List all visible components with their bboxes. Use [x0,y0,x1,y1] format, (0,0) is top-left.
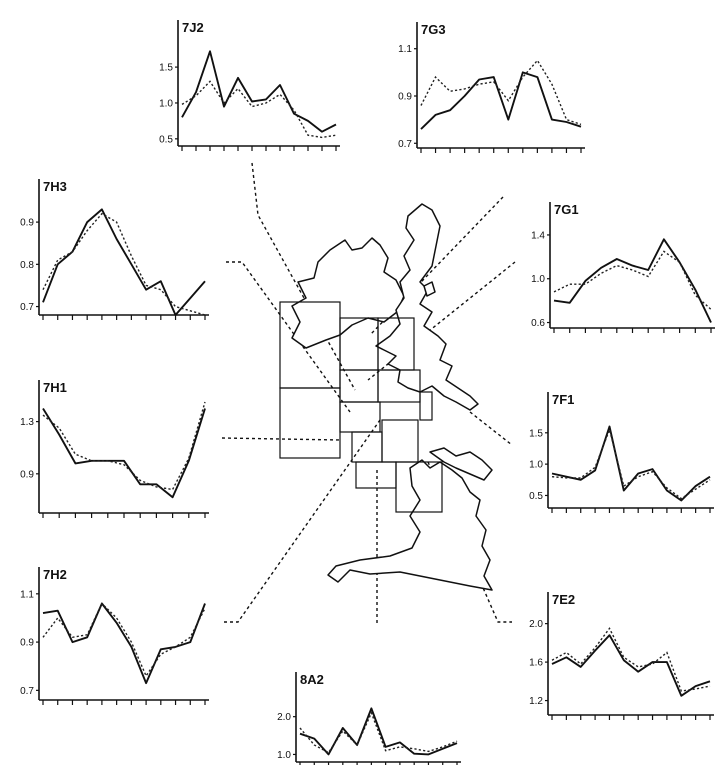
leader-7E2 [427,461,512,623]
series-dotted-line [42,212,206,316]
leader-7H2 [224,419,381,623]
series-solid-line [181,50,337,133]
brittany-coastline [429,447,493,481]
y-tick-label: 0.7 [20,302,34,313]
chart-title: 8A2 [300,672,324,687]
y-tick-label: 1.5 [529,428,543,439]
y-tick-label: 2.0 [277,712,291,723]
series-solid-line [42,407,206,499]
series-dotted-line [181,80,337,139]
y-tick-label: 0.9 [20,218,34,229]
y-tick-label: 0.7 [398,139,412,150]
series-solid-line [551,425,711,502]
ices-rectangles [279,301,443,513]
y-tick-label: 1.0 [529,460,543,471]
y-tick-label: 1.2 [529,696,543,707]
series-dotted-line [551,627,711,692]
series-dotted-line [553,250,712,310]
series-solid-line [299,707,458,756]
leader-7H1 [221,437,341,441]
y-tick-label: 0.9 [398,92,412,103]
series-solid-line [42,208,206,316]
y-tick-label: 1.0 [531,274,545,285]
series-solid-line [420,71,582,130]
series-dotted-line [299,711,458,754]
france-coastline [327,459,493,591]
y-tick-label: 0.5 [529,491,543,502]
chart-title: 7H3 [43,179,67,194]
series-solid-line [551,634,711,697]
leader-7G3 [369,196,504,336]
series-dotted-line [420,59,582,126]
y-tick-label: 1.5 [159,63,173,74]
y-tick-label: 0.6 [531,318,545,329]
y-tick-label: 1.6 [529,658,543,669]
chart-title: 7H2 [43,567,67,582]
y-tick-label: 0.8 [20,260,34,271]
chart-7H2: 7H2 1.1 0.9 0.7 [20,567,209,705]
y-tick-label: 1.0 [159,98,173,109]
isle-of-man [423,281,436,297]
ireland-coastline [291,237,405,349]
y-tick-label: 1.0 [277,750,291,761]
chart-7H3: 7H3 0.9 0.8 0.7 [20,179,209,320]
series-solid-line [42,602,206,685]
chart-8A2: 8A2 2.0 1.0 [277,672,461,765]
y-tick-label: 1.1 [20,589,34,600]
leader-7H3 [226,261,351,413]
y-tick-label: 0.7 [20,686,34,697]
chart-7G1: 7G1 1.4 1.0 0.6 [531,202,715,333]
y-tick-label: 0.9 [20,638,34,649]
chart-7E2: 7E2 2.0 1.6 1.2 [529,592,714,720]
y-tick-label: 1.3 [20,417,34,428]
series-dotted-line [42,401,206,491]
series-dotted-line [551,427,711,500]
chart-title: 7E2 [552,592,575,607]
y-tick-label: 1.1 [398,44,412,55]
y-tick-label: 0.5 [159,134,173,145]
chart-title: 7J2 [182,20,204,35]
series-solid-line [553,238,712,323]
chart-title: 7F1 [552,392,574,407]
chart-7F1: 7F1 1.5 1.0 0.5 [529,392,714,513]
series-dotted-line [42,602,206,678]
y-tick-label: 2.0 [529,619,543,630]
chart-title: 7H1 [43,380,67,395]
chart-7H1: 7H1 1.3 0.9 [20,380,209,518]
y-tick-label: 0.9 [20,469,34,480]
chart-7G3: 7G3 1.1 0.9 0.7 [398,22,585,153]
chart-title: 7G1 [554,202,579,217]
leader-7F1 [469,411,513,446]
map [279,203,493,591]
y-tick-label: 1.4 [531,230,545,241]
chart-title: 7G3 [421,22,446,37]
chart-7J2: 7J2 1.5 1.0 0.5 [159,20,340,151]
